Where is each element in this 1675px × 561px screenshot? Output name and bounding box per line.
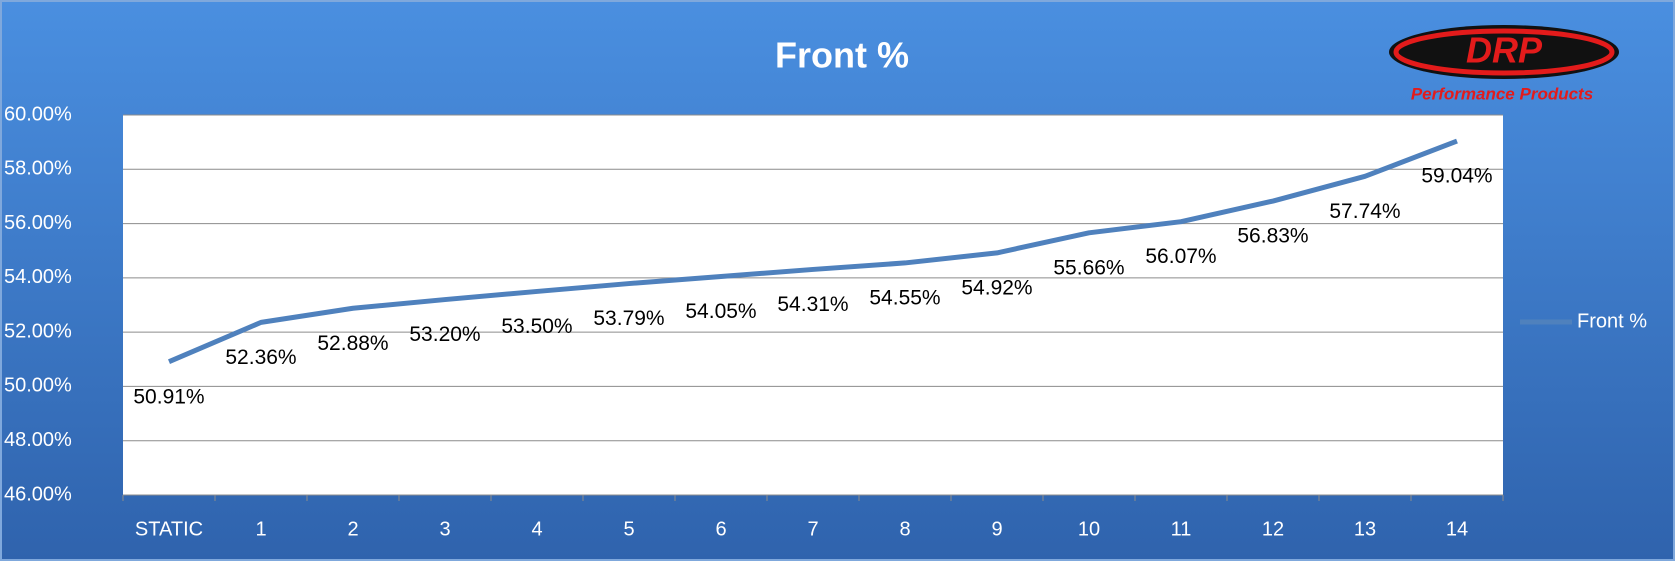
x-tick-label: 1: [255, 518, 266, 540]
y-tick-label: 58.00%: [4, 158, 72, 180]
data-label: 56.07%: [1145, 245, 1216, 268]
y-tick-label: 54.00%: [4, 266, 72, 288]
x-tick-label: 6: [715, 518, 726, 540]
x-tick-label: STATIC: [135, 518, 203, 540]
data-label: 52.36%: [225, 346, 296, 369]
x-tick-label: 8: [899, 518, 910, 540]
x-tick-label: 3: [439, 518, 450, 540]
data-label: 53.79%: [593, 307, 664, 330]
plot-area: [123, 115, 1503, 495]
x-tick-label: 11: [1171, 518, 1192, 540]
y-tick-label: 46.00%: [4, 483, 72, 505]
x-tick-label: 5: [623, 518, 634, 540]
x-tick-label: 10: [1078, 518, 1100, 540]
legend-label: Front %: [1577, 310, 1647, 332]
data-label: 52.88%: [317, 332, 388, 355]
data-label: 55.66%: [1053, 256, 1124, 279]
data-label: 54.05%: [685, 300, 756, 323]
y-tick-label: 48.00%: [4, 429, 72, 451]
x-tick-label: 2: [347, 518, 358, 540]
data-label: 54.92%: [961, 276, 1032, 299]
data-label: 53.50%: [501, 315, 572, 338]
data-label: 54.31%: [777, 293, 848, 316]
data-label: 53.20%: [409, 323, 480, 346]
x-tick-label: 12: [1262, 518, 1284, 540]
x-tick-label: 7: [807, 518, 818, 540]
data-label: 59.04%: [1421, 165, 1492, 188]
data-label: 50.91%: [133, 385, 204, 408]
x-tick-label: 4: [531, 518, 542, 540]
logo-ring: [1393, 28, 1615, 76]
y-tick-label: 60.00%: [4, 103, 72, 125]
logo-tagline: Performance Products: [1411, 84, 1593, 103]
series-line: [168, 138, 1458, 365]
x-tick-label: 13: [1354, 518, 1376, 540]
chart-title: Front %: [775, 35, 909, 76]
logo-ellipse: [1389, 25, 1619, 79]
logo-brand: DRP: [1466, 30, 1543, 71]
y-tick-label: 56.00%: [4, 212, 72, 234]
data-label: 54.55%: [869, 286, 940, 309]
x-tick-label: 14: [1446, 518, 1468, 540]
data-label: 56.83%: [1237, 225, 1308, 248]
y-tick-label: 52.00%: [4, 320, 72, 342]
logo: DRP Performance Products: [1389, 25, 1619, 103]
data-label: 57.74%: [1329, 200, 1400, 223]
x-tick-label: 9: [991, 518, 1002, 540]
y-tick-label: 50.00%: [4, 375, 72, 397]
